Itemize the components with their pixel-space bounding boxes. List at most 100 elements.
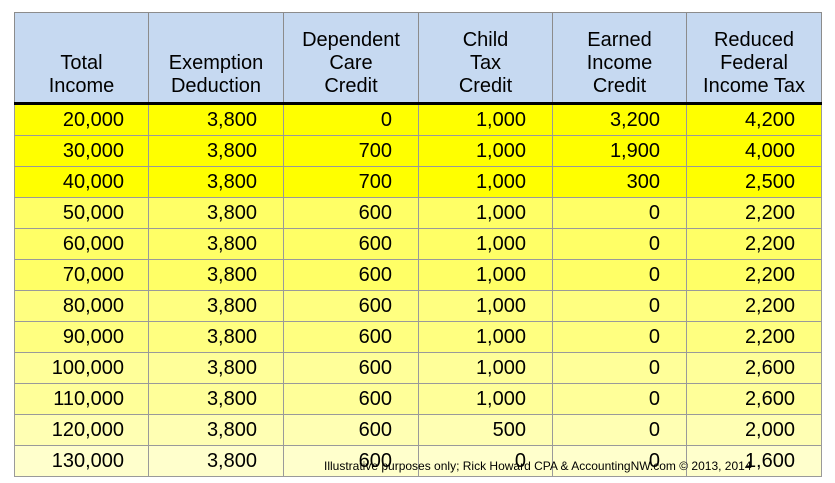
table-cell: 1,000 xyxy=(418,290,553,322)
table-cell: 1,000 xyxy=(418,197,553,229)
table-row: 90,000 3,800 600 1,000 0 2,200 xyxy=(14,321,822,353)
table-cell: 2,200 xyxy=(686,197,822,229)
table-cell: 50,000 xyxy=(14,197,149,229)
table-cell: 2,000 xyxy=(686,414,822,446)
table-cell: 2,200 xyxy=(686,228,822,260)
table-cell: 1,000 xyxy=(418,352,553,384)
table-cell: 3,800 xyxy=(148,383,284,415)
table-cell: 1,000 xyxy=(418,166,553,198)
table-body: 20,000 3,800 0 1,000 3,200 4,200 30,000 3,800 70… xyxy=(14,103,822,477)
table-cell: 600 xyxy=(283,383,419,415)
table-cell: 2,600 xyxy=(686,383,822,415)
column-header-line: Care xyxy=(329,52,373,74)
table-cell: 3,200 xyxy=(552,103,687,136)
table-cell: 3,800 xyxy=(148,352,284,384)
table-cell: 600 xyxy=(283,259,419,291)
header-row: Total Income Exemption Deduction Dependent Ca… xyxy=(14,12,822,104)
table-cell: 3,800 xyxy=(148,259,284,291)
table-cell: 0 xyxy=(552,197,687,229)
table-cell: 300 xyxy=(552,166,687,198)
column-header: Earned Income Credit xyxy=(552,12,687,104)
table-cell: 3,800 xyxy=(148,103,284,136)
table-cell: 1,000 xyxy=(418,383,553,415)
table-cell: 120,000 xyxy=(14,414,149,446)
table-cell: 20,000 xyxy=(14,103,149,136)
column-header-line: Earned xyxy=(587,29,652,51)
table-row: 40,000 3,800 700 1,000 300 2,500 xyxy=(14,166,822,198)
table-cell: 600 xyxy=(283,352,419,384)
column-header-line: Income xyxy=(48,75,115,97)
table-cell: 60,000 xyxy=(14,228,149,260)
table-cell: 0 xyxy=(552,414,687,446)
table-cell: 2,200 xyxy=(686,290,822,322)
table-cell: 90,000 xyxy=(14,321,149,353)
column-header: Total Income xyxy=(14,12,149,104)
table-cell: 600 xyxy=(283,228,419,260)
table-cell: 100,000 xyxy=(14,352,149,384)
table-cell: 1,000 xyxy=(418,228,553,260)
table-cell: 0 xyxy=(552,383,687,415)
table-row: 120,000 3,800 600 500 0 2,000 xyxy=(14,414,822,446)
table-cell: 600 xyxy=(283,414,419,446)
table-header: Total Income Exemption Deduction Dependent Ca… xyxy=(14,12,822,104)
table-cell: 700 xyxy=(283,135,419,167)
table-row: 100,000 3,800 600 1,000 0 2,600 xyxy=(14,352,822,384)
table-cell: 600 xyxy=(283,321,419,353)
table-cell: 1,000 xyxy=(418,259,553,291)
table-cell: 30,000 xyxy=(14,135,149,167)
table-cell: 1,000 xyxy=(418,321,553,353)
tax-table-container: Total Income Exemption Deduction Dependent Ca… xyxy=(14,12,822,477)
column-header-line: Child xyxy=(462,29,509,51)
column-header: Reduced Federal Income Tax xyxy=(686,12,822,104)
table-cell: 3,800 xyxy=(148,197,284,229)
table-cell: 0 xyxy=(418,445,553,477)
table-cell: 3,800 xyxy=(148,228,284,260)
column-header-line: Credit xyxy=(324,75,378,97)
column-header-line: Reduced xyxy=(713,29,795,51)
table-cell: 3,800 xyxy=(148,166,284,198)
table-row: 110,000 3,800 600 1,000 0 2,600 xyxy=(14,383,822,415)
column-header-line: Credit xyxy=(592,75,647,97)
table-cell: 600 xyxy=(283,445,419,477)
column-header: Exemption Deduction xyxy=(148,12,284,104)
column-header-line: Income Tax xyxy=(703,75,805,97)
table-cell: 3,800 xyxy=(148,290,284,322)
table-cell: 3,800 xyxy=(148,135,284,167)
table-cell: 3,800 xyxy=(148,321,284,353)
table-cell: 130,000 xyxy=(14,445,149,477)
table-cell: 2,200 xyxy=(686,259,822,291)
table-row: 30,000 3,800 700 1,000 1,900 4,000 xyxy=(14,135,822,167)
column-header-line: Income xyxy=(586,52,653,74)
column-header: Child Tax Credit xyxy=(418,12,553,104)
column-header-line: Deduction xyxy=(170,75,262,97)
table-cell: 700 xyxy=(283,166,419,198)
table-row: 80,000 3,800 600 1,000 0 2,200 xyxy=(14,290,822,322)
table-cell: 0 xyxy=(283,103,419,136)
table-cell: 40,000 xyxy=(14,166,149,198)
column-header: Dependent Care Credit xyxy=(283,12,419,104)
table-cell: 0 xyxy=(552,321,687,353)
table-cell: 1,000 xyxy=(418,103,553,136)
table-cell: 1,000 xyxy=(418,135,553,167)
table-cell: 0 xyxy=(552,290,687,322)
table-cell: 4,000 xyxy=(686,135,822,167)
table-cell: 3,800 xyxy=(148,445,284,477)
table-cell: 0 xyxy=(552,352,687,384)
table-cell: 110,000 xyxy=(14,383,149,415)
table-cell: 0 xyxy=(552,228,687,260)
column-header-line: Federal xyxy=(720,52,788,74)
table-row: 20,000 3,800 0 1,000 3,200 4,200 xyxy=(14,103,822,136)
table-cell: 500 xyxy=(418,414,553,446)
footer-note: Illustrative purposes only; Rick Howard … xyxy=(324,459,752,473)
table-row: 130,000 3,800 600 0 0 1,600 xyxy=(14,445,822,477)
table-cell: 0 xyxy=(552,259,687,291)
tax-table: Total Income Exemption Deduction Dependent Ca… xyxy=(14,12,822,477)
column-header-line: Credit xyxy=(458,75,513,97)
table-cell: 80,000 xyxy=(14,290,149,322)
table-cell: 1,900 xyxy=(552,135,687,167)
column-header-line: Total xyxy=(60,52,103,74)
column-header-line: Dependent xyxy=(302,29,400,51)
table-cell: 600 xyxy=(283,290,419,322)
table-row: 70,000 3,800 600 1,000 0 2,200 xyxy=(14,259,822,291)
table-cell: 3,800 xyxy=(148,414,284,446)
